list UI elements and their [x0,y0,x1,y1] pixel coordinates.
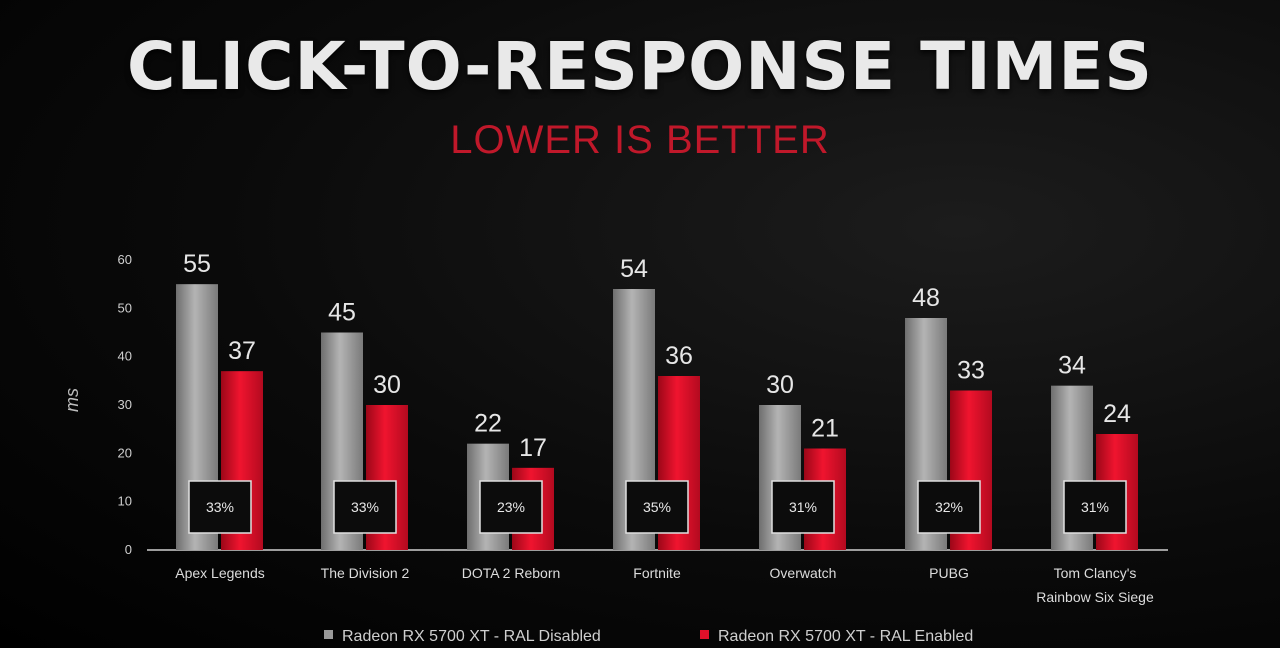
category-label: Apex Legends [175,565,265,581]
bar-value-label: 37 [228,337,256,365]
bar-value-label: 36 [665,342,693,370]
bar-value-label: 22 [474,410,502,438]
y-axis-label: ms [62,388,82,412]
bar-value-label: 54 [620,255,648,283]
improvement-box [917,480,981,534]
improvement-label: 31% [1081,499,1109,515]
category-label: DOTA 2 Reborn [462,565,561,581]
bar-value-label: 21 [811,415,839,443]
y-tick-label: 50 [118,300,132,315]
improvement-box [625,480,689,534]
improvement-box [479,480,543,534]
category-label: Overwatch [770,565,837,581]
legend-label: Radeon RX 5700 XT - RAL Disabled [342,628,601,645]
improvement-label: 31% [789,499,817,515]
legend-label: Radeon RX 5700 XT - RAL Enabled [718,628,973,645]
bar-value-label: 55 [183,250,211,278]
bar-value-label: 17 [519,434,547,462]
y-tick-label: 30 [118,397,132,412]
improvement-box [188,480,252,534]
slide-title: CLICK-TO-RESPONSE TIMES [127,28,1153,105]
improvement-label: 32% [935,499,963,515]
slide-subtitle: LOWER IS BETTER [450,118,830,162]
improvement-label: 23% [497,499,525,515]
category-label: The Division 2 [321,565,410,581]
category-label: Rainbow Six Siege [1036,589,1154,605]
improvement-box [333,480,397,534]
improvement-label: 35% [643,499,671,515]
improvement-label: 33% [206,499,234,515]
bar-value-label: 34 [1058,352,1086,380]
category-label: Tom Clancy's [1054,565,1137,581]
bar-value-label: 30 [373,371,401,399]
y-tick-label: 10 [118,494,132,509]
category-label: Fortnite [633,565,681,581]
improvement-box [1063,480,1127,534]
y-tick-label: 20 [118,445,132,460]
improvement-box [771,480,835,534]
bar-value-label: 33 [957,357,985,385]
bar-value-label: 48 [912,284,940,312]
y-tick-label: 0 [125,542,132,557]
legend-swatch-enabled [700,630,709,639]
bar-value-label: 30 [766,371,794,399]
y-tick-label: 40 [118,349,132,364]
bar-value-label: 45 [328,299,356,327]
legend-swatch-disabled [324,630,333,639]
y-tick-label: 60 [118,252,132,267]
category-label: PUBG [929,565,969,581]
bar-value-label: 24 [1103,400,1131,428]
improvement-label: 33% [351,499,379,515]
